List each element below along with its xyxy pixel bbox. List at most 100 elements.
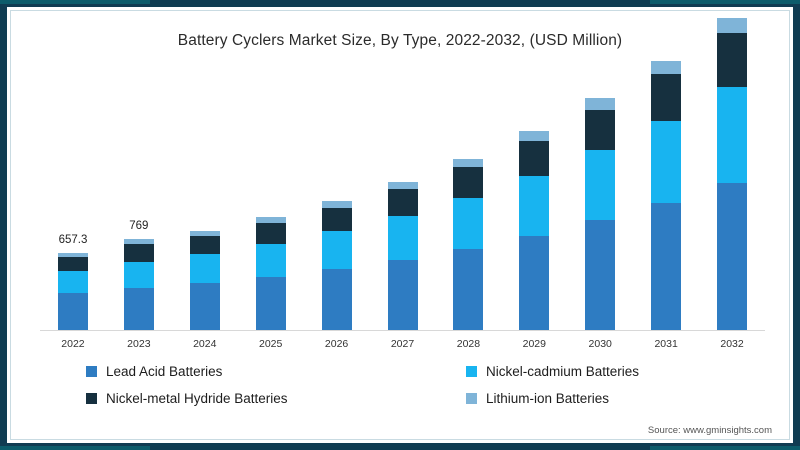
- frame-border-bottom: [0, 443, 800, 450]
- bar-segment[interactable]: [387, 189, 418, 216]
- frame-border-right: [793, 0, 800, 450]
- bar-group[interactable]: [453, 75, 484, 331]
- stacked-bar[interactable]: [717, 18, 748, 331]
- bar-segment[interactable]: [321, 201, 352, 208]
- bar-segment[interactable]: [453, 167, 484, 198]
- x-axis-tick-label: 2027: [390, 338, 415, 350]
- bar-value-label: 769: [129, 220, 149, 233]
- bar-segment[interactable]: [585, 109, 616, 151]
- bar-segment[interactable]: [123, 239, 154, 245]
- legend-swatch-icon: [466, 366, 477, 377]
- bar-segment[interactable]: [585, 98, 616, 110]
- bar-segment[interactable]: [57, 292, 88, 331]
- x-axis-tick-label: 2023: [127, 338, 151, 350]
- frame-accent-top-left: [0, 0, 150, 4]
- bar-segment[interactable]: [189, 236, 220, 255]
- bar-segment[interactable]: [189, 231, 220, 237]
- bar-segment[interactable]: [717, 18, 748, 34]
- legend-item[interactable]: Nickel-cadmium Batteries: [466, 364, 706, 379]
- bar-segment[interactable]: [651, 74, 682, 121]
- stacked-bar[interactable]: [189, 231, 220, 331]
- legend-swatch-icon: [86, 366, 97, 377]
- bar-group[interactable]: [717, 18, 748, 331]
- bar-group[interactable]: [387, 75, 418, 331]
- bar-segment[interactable]: [717, 86, 748, 184]
- bar-segment[interactable]: [255, 243, 286, 277]
- legend-label: Nickel-cadmium Batteries: [486, 364, 640, 379]
- stacked-bar[interactable]: [57, 252, 88, 331]
- bar-group[interactable]: [255, 75, 286, 331]
- bar-group[interactable]: [519, 75, 550, 331]
- bar-segment[interactable]: [255, 276, 286, 331]
- bar-group[interactable]: 657.3: [57, 75, 88, 331]
- bar-segment[interactable]: [57, 270, 88, 293]
- x-axis-tick-labels: 2022 2023 2024 2025 2026 2027 2028 2029 2030 2031…: [40, 338, 765, 356]
- bar-segment[interactable]: [453, 197, 484, 249]
- stacked-bar[interactable]: [255, 216, 286, 331]
- bar-segment[interactable]: [519, 131, 550, 142]
- bar-segment[interactable]: [123, 261, 154, 289]
- frame-border-left: [0, 0, 7, 450]
- stacked-bar[interactable]: [585, 98, 616, 331]
- legend-item[interactable]: Nickel-metal Hydride Batteries: [86, 391, 466, 406]
- source-attribution: Source: www.gminsights.com: [647, 425, 772, 436]
- frame-hairline-top: [10, 10, 790, 11]
- legend-label: Lead Acid Batteries: [106, 364, 223, 379]
- x-axis-tick-label: 2024: [193, 338, 217, 350]
- stacked-bar[interactable]: [651, 61, 682, 331]
- bar-group[interactable]: [189, 75, 220, 331]
- bar-segment[interactable]: [387, 215, 418, 260]
- bar-segment[interactable]: [387, 181, 418, 190]
- bar-segment[interactable]: [717, 183, 748, 331]
- legend-label: Nickel-metal Hydride Batteries: [106, 391, 288, 406]
- bar-segment[interactable]: [57, 252, 88, 257]
- bar-segment[interactable]: [585, 150, 616, 221]
- bar-segment[interactable]: [519, 175, 550, 236]
- legend-swatch-icon: [86, 393, 97, 404]
- x-axis-baseline: [40, 330, 765, 331]
- stacked-bar[interactable]: [519, 131, 550, 331]
- frame-accent-bottom-right: [650, 446, 800, 450]
- bar-segment[interactable]: [321, 207, 352, 231]
- bar-group[interactable]: [321, 75, 352, 331]
- legend-item[interactable]: Lithium-ion Batteries: [466, 391, 706, 406]
- frame-hairline-left: [10, 10, 11, 440]
- x-axis-tick-label: 2026: [324, 338, 349, 350]
- bar-group[interactable]: [585, 75, 616, 331]
- bar-group[interactable]: 769: [123, 75, 154, 331]
- bar-segment[interactable]: [123, 244, 154, 262]
- chart-legend: Lead Acid Batteries Nickel-cadmium Batter…: [86, 364, 706, 406]
- bar-value-label: 657.3: [58, 233, 88, 246]
- chart-title: Battery Cyclers Market Size, By Type, 20…: [177, 32, 623, 49]
- x-axis-tick-label: 2031: [654, 338, 678, 350]
- bar-segment[interactable]: [189, 283, 220, 331]
- stacked-bar[interactable]: [387, 181, 418, 331]
- bar-segment[interactable]: [717, 33, 748, 87]
- stacked-bar[interactable]: [123, 239, 154, 331]
- bar-segment[interactable]: [321, 269, 352, 331]
- bar-segment[interactable]: [519, 141, 550, 176]
- bar-segment[interactable]: [453, 158, 484, 168]
- bar-segment[interactable]: [651, 120, 682, 204]
- bar-segment[interactable]: [585, 220, 616, 331]
- stacked-bar[interactable]: [321, 201, 352, 331]
- bar-segment[interactable]: [453, 248, 484, 331]
- bar-segment[interactable]: [255, 222, 286, 244]
- bar-segment[interactable]: [321, 231, 352, 270]
- bar-group[interactable]: [651, 61, 682, 331]
- bar-segment[interactable]: [651, 61, 682, 75]
- bar-segment[interactable]: [387, 259, 418, 331]
- stacked-bar[interactable]: [453, 158, 484, 331]
- bar-segment[interactable]: [651, 203, 682, 331]
- bar-segment[interactable]: [189, 254, 220, 284]
- x-axis-tick-label: 2032: [720, 338, 744, 350]
- bar-segment[interactable]: [57, 256, 88, 271]
- x-axis-tick-label: 2030: [588, 338, 612, 350]
- x-axis-tick-label: 2022: [61, 338, 85, 350]
- frame-accent-bottom-left: [0, 446, 150, 450]
- bar-segment[interactable]: [123, 288, 154, 331]
- legend-item[interactable]: Lead Acid Batteries: [86, 364, 466, 379]
- frame-hairline-bottom: [10, 439, 790, 440]
- bar-segment[interactable]: [255, 216, 286, 223]
- bar-segment[interactable]: [519, 235, 550, 331]
